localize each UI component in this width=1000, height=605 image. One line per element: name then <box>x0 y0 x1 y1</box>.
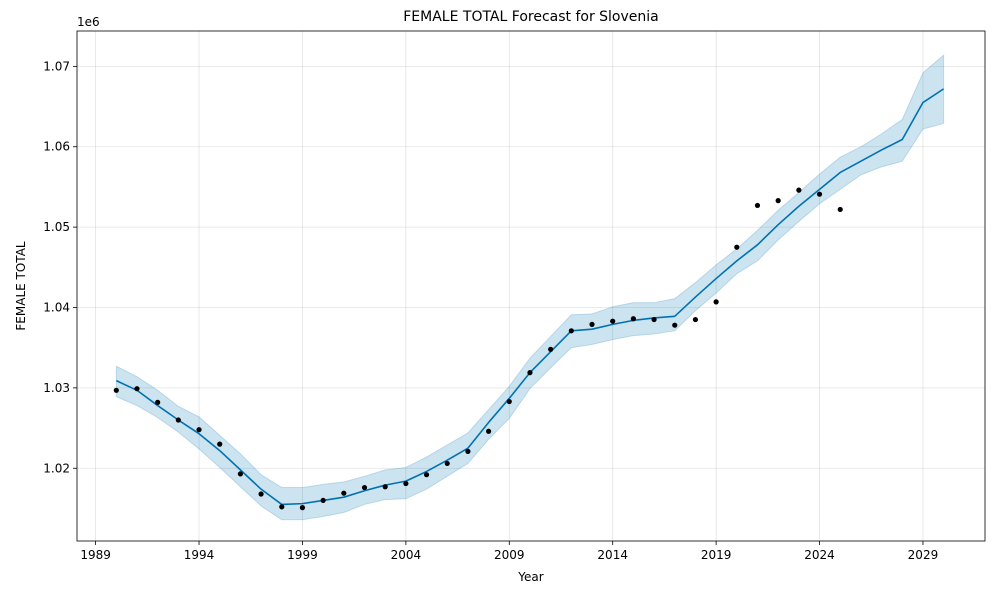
observed-point <box>113 387 119 393</box>
x-tick-label: 2004 <box>391 548 422 562</box>
x-tick-label: 1989 <box>80 548 111 562</box>
observed-point <box>134 386 140 392</box>
observed-point <box>692 316 699 323</box>
x-tick-label: 2014 <box>597 548 628 562</box>
observed-point <box>237 471 243 477</box>
x-axis-ticks: 1989 1994 1999 2004 2009 2014 2019 2024 2029 <box>80 541 938 562</box>
y-tick-label: 1.07 <box>43 59 70 73</box>
observed-point <box>341 490 347 496</box>
grid-layer <box>77 31 985 541</box>
observed-point <box>754 202 761 209</box>
observed-point <box>527 370 533 376</box>
observed-point <box>465 448 471 454</box>
y-tick-label: 1.02 <box>43 461 70 475</box>
observed-point <box>816 191 823 197</box>
observed-point <box>651 316 657 323</box>
observed-point <box>796 187 802 193</box>
y-tick-label: 1.06 <box>43 140 70 154</box>
observed-point <box>382 484 388 490</box>
plot-frame <box>76 30 986 542</box>
observed-point <box>444 460 450 467</box>
x-tick-label: 2009 <box>494 548 525 562</box>
y-tick-label: 1.04 <box>43 301 70 315</box>
uncertainty-band <box>115 54 945 521</box>
y-tick-label: 1.03 <box>43 381 70 395</box>
observed-point <box>548 346 554 352</box>
observed-point <box>279 504 285 510</box>
observed-point <box>423 472 430 478</box>
observed-point <box>403 480 409 487</box>
observed-point <box>775 198 781 204</box>
observed-point <box>258 491 264 497</box>
observed-point <box>589 321 595 327</box>
observed-point <box>320 497 326 504</box>
chart-title: FEMALE TOTAL Forecast for Slovenia <box>403 9 659 25</box>
observed-point <box>672 322 678 328</box>
observed-point <box>837 206 843 213</box>
x-tick-label: 2019 <box>701 548 732 562</box>
y-axis-offset-label: 1e6 <box>77 15 100 29</box>
observed-point <box>568 328 574 334</box>
observed-point <box>734 244 740 250</box>
uncertainty-band-layer <box>115 54 945 521</box>
y-tick-label: 1.05 <box>43 220 70 234</box>
observed-point <box>361 484 368 491</box>
observed-point <box>217 441 223 447</box>
x-axis-label: Year <box>517 570 543 584</box>
observed-point <box>175 417 181 423</box>
y-axis-ticks: 1.02 1.03 1.04 1.05 1.06 1.07 <box>43 59 77 475</box>
observed-point <box>299 505 306 511</box>
observed-point <box>196 427 202 433</box>
observed-point <box>506 398 512 405</box>
observed-point <box>630 316 636 322</box>
observed-points-layer <box>113 187 843 511</box>
observed-point <box>610 318 616 324</box>
x-tick-label: 1994 <box>184 548 215 562</box>
x-tick-label: 2029 <box>908 548 939 562</box>
observed-point <box>713 299 719 305</box>
observed-point <box>155 399 161 405</box>
observed-point <box>486 428 492 434</box>
y-axis-label: FEMALE TOTAL <box>14 241 28 331</box>
x-tick-label: 1999 <box>287 548 318 562</box>
x-tick-label: 2024 <box>804 548 835 562</box>
